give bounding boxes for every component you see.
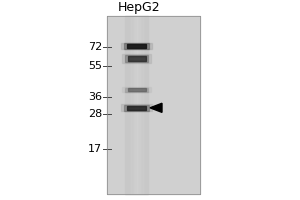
- Bar: [124, 43, 149, 49]
- Text: 28: 28: [88, 109, 102, 119]
- Bar: [127, 44, 146, 48]
- Text: 55: 55: [88, 61, 102, 71]
- Bar: [122, 87, 151, 92]
- Bar: [122, 54, 151, 63]
- Bar: [121, 43, 152, 49]
- Bar: [125, 55, 148, 62]
- Bar: [124, 105, 149, 111]
- Text: HepG2: HepG2: [118, 1, 161, 14]
- Bar: [121, 104, 152, 111]
- Polygon shape: [150, 103, 162, 112]
- Text: 36: 36: [88, 92, 102, 102]
- Text: 17: 17: [88, 144, 102, 154]
- Bar: [106, 16, 200, 194]
- Bar: [128, 56, 146, 61]
- Bar: [125, 88, 148, 92]
- Text: 72: 72: [88, 42, 102, 52]
- Bar: [127, 106, 146, 110]
- Bar: [125, 16, 148, 194]
- Bar: [128, 88, 146, 91]
